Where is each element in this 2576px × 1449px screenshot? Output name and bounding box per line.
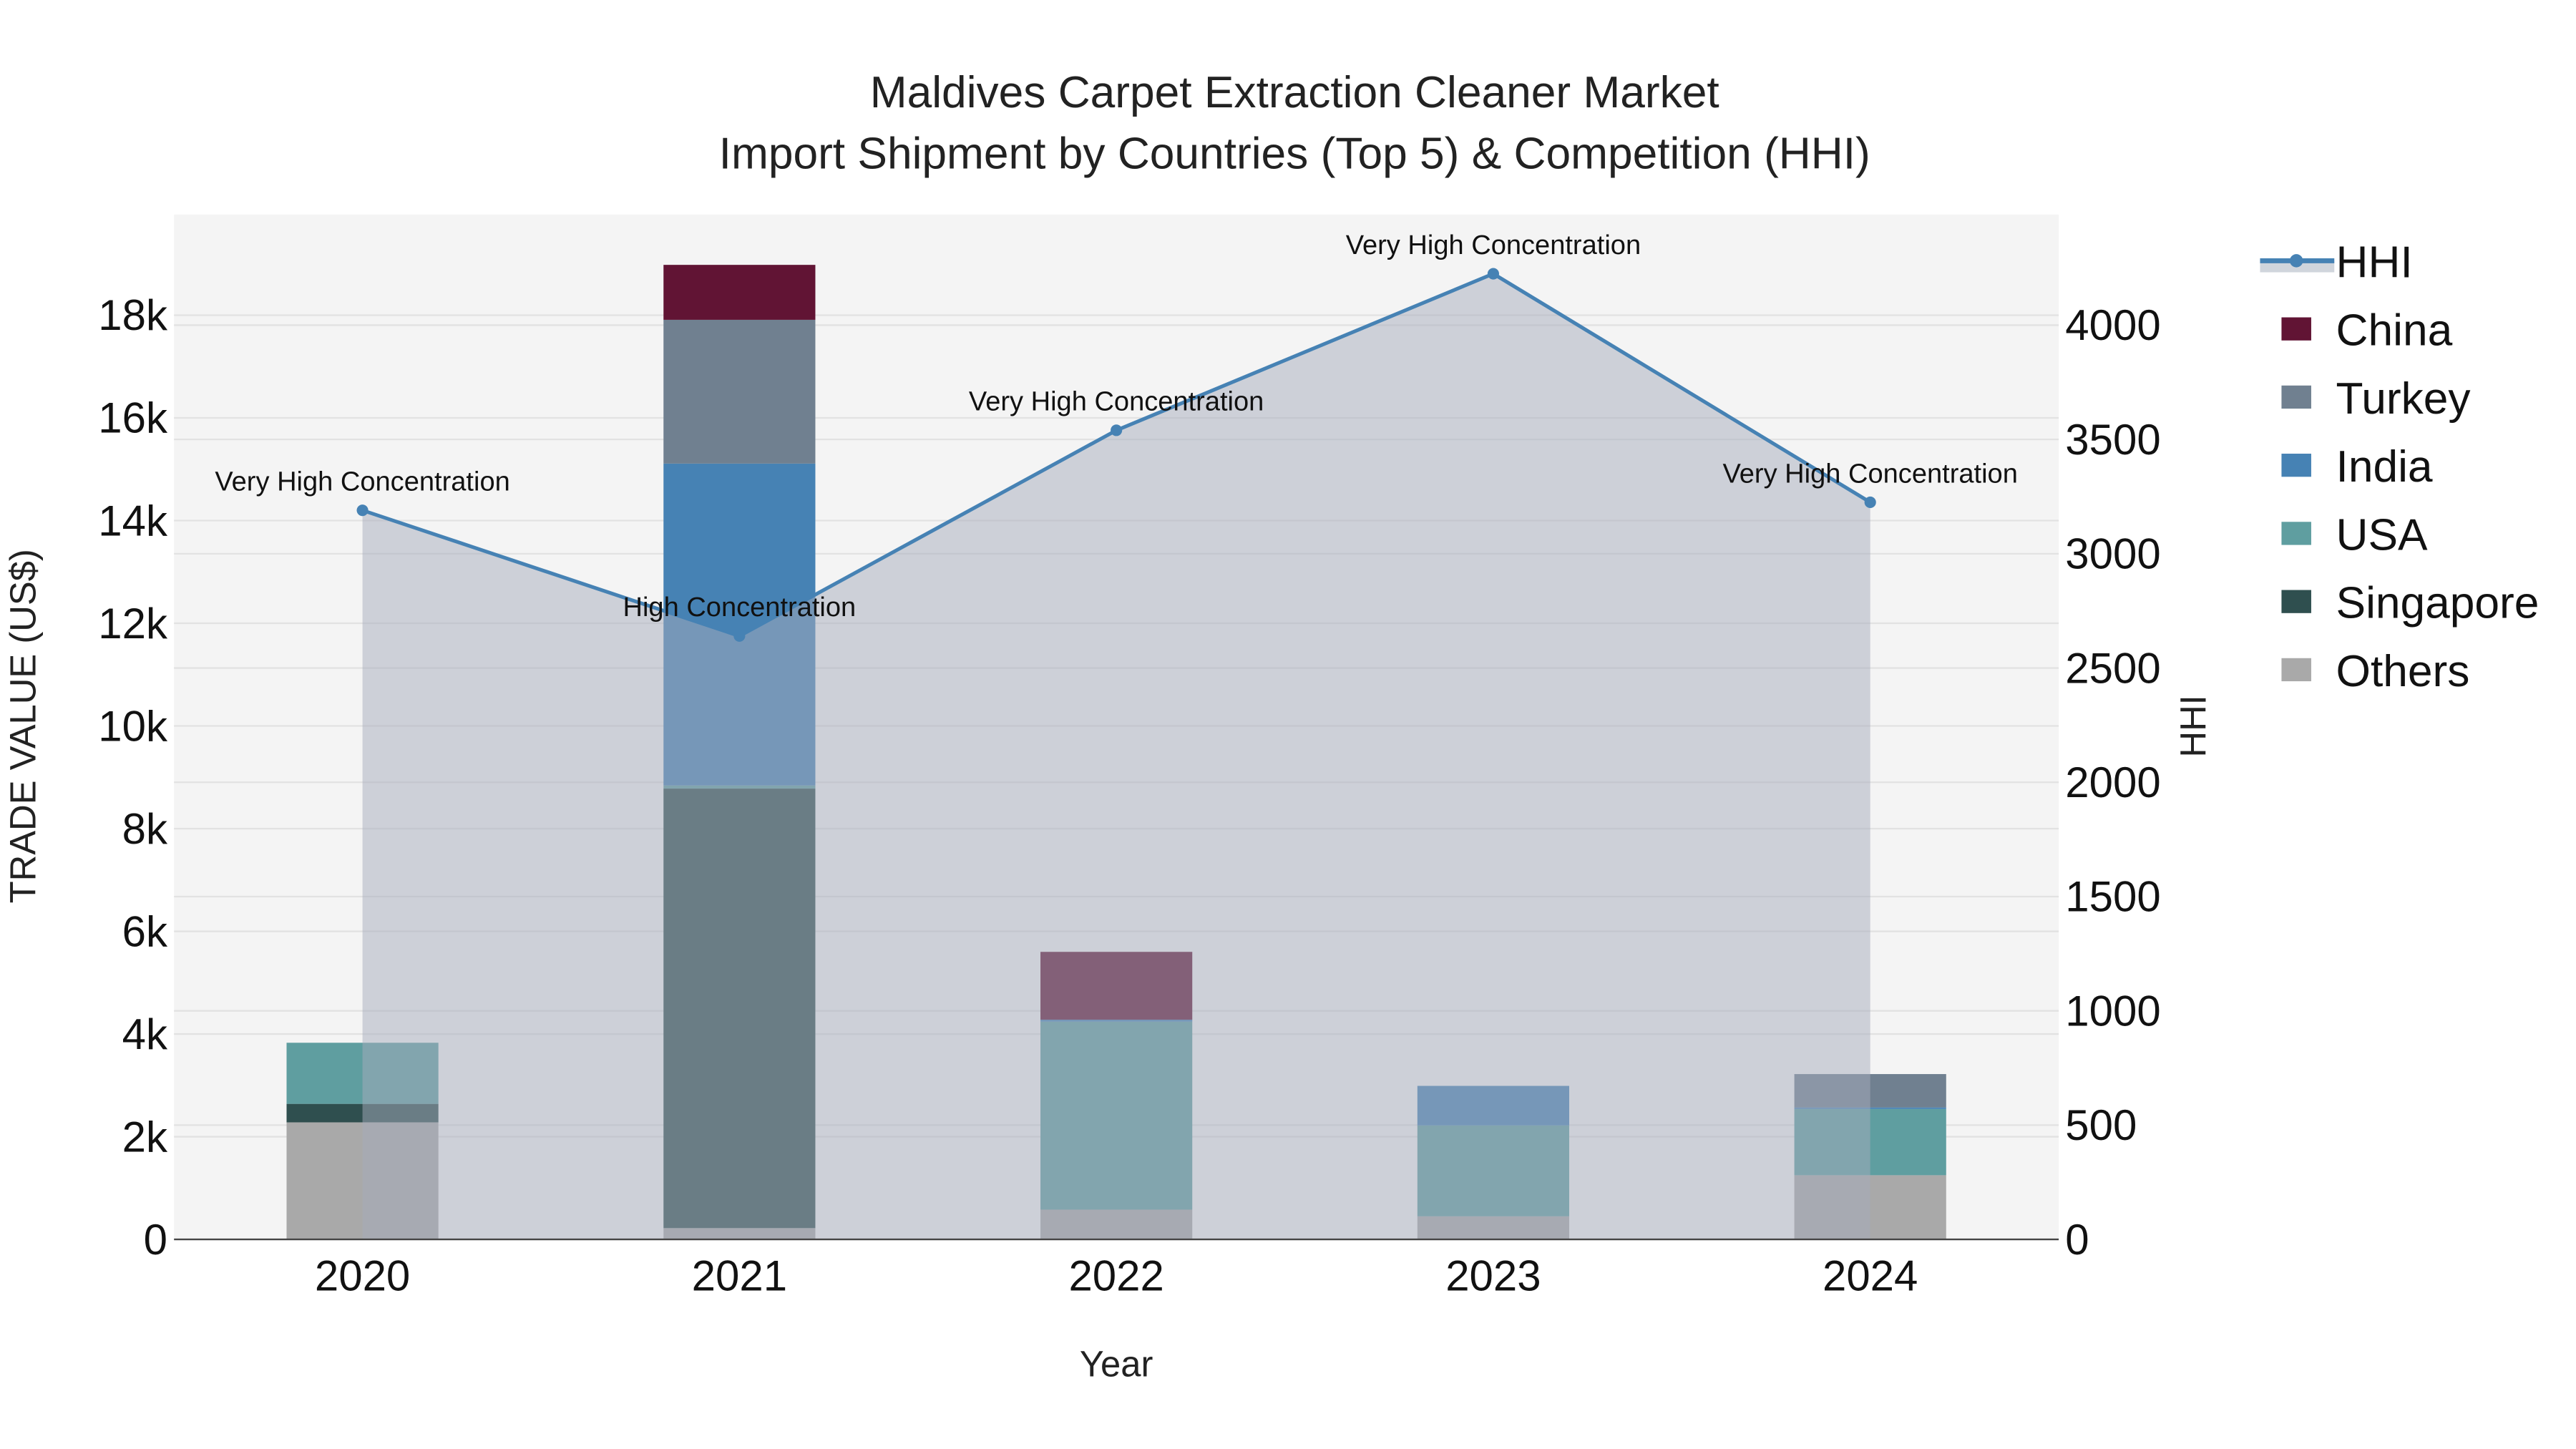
y-tick-label: 14k <box>98 497 168 545</box>
y2-tick-label: 500 <box>2065 1101 2137 1149</box>
legend-swatch <box>2281 454 2311 477</box>
hhi-point <box>356 504 369 517</box>
y2-axis-title: HHI <box>2172 695 2213 757</box>
legend-item-singapore[interactable]: Singapore <box>2281 579 2539 628</box>
hhi-annotation: Very High Concentration <box>1346 230 1641 260</box>
y2-tick-label: 1500 <box>2065 873 2160 921</box>
hhi-annotation: Very High Concentration <box>969 387 1264 417</box>
legend-item-turkey[interactable]: Turkey <box>2281 374 2471 424</box>
legend-item-india[interactable]: India <box>2281 442 2433 492</box>
legend-label: HHI <box>2336 238 2413 287</box>
legend-item-hhi[interactable]: HHI <box>2260 238 2413 287</box>
y2-axis-ticks: 0 500 1000 1500 2000 2500 3000 3500 4000 <box>2065 301 2160 1264</box>
y-tick-label: 16k <box>98 394 168 442</box>
hhi-annotation: Very High Concentration <box>1722 459 2017 489</box>
y2-tick-label: 2000 <box>2065 758 2160 806</box>
y-tick-label: 6k <box>122 907 168 955</box>
y2-tick-label: 0 <box>2065 1216 2089 1264</box>
legend-swatch <box>2281 658 2311 682</box>
legend-label: India <box>2336 442 2433 492</box>
legend-label: Others <box>2336 647 2470 696</box>
legend-item-china[interactable]: China <box>2281 306 2453 356</box>
x-tick-label: 2022 <box>1068 1252 1163 1300</box>
y2-tick-label: 2500 <box>2065 644 2160 692</box>
y-tick-label: 4k <box>122 1010 168 1058</box>
hhi-annotation: High Concentration <box>623 592 857 623</box>
y2-tick-label: 4000 <box>2065 301 2160 349</box>
y-tick-label: 2k <box>122 1113 168 1161</box>
legend-swatch <box>2281 590 2311 613</box>
bar-turkey-2021 <box>663 319 816 464</box>
y-tick-label: 18k <box>98 291 168 339</box>
y2-tick-label: 3000 <box>2065 530 2160 578</box>
legend-label: Singapore <box>2336 579 2540 628</box>
legend-item-usa[interactable]: USA <box>2281 510 2428 560</box>
legend-label: Turkey <box>2336 374 2472 424</box>
x-tick-label: 2020 <box>315 1252 410 1300</box>
y-tick-label: 0 <box>144 1216 167 1264</box>
x-axis-ticks: 2020 2021 2022 2023 2024 <box>315 1252 1918 1300</box>
hhi-point <box>1864 496 1876 509</box>
hhi-series: Very High Concentration High Concentratio… <box>215 230 2018 1240</box>
legend-label: USA <box>2336 510 2428 560</box>
y-tick-label: 8k <box>122 805 168 853</box>
x-axis-title: Year <box>1080 1344 1153 1385</box>
legend-swatch <box>2281 522 2311 545</box>
legend-swatch-hhi-marker <box>2289 254 2303 268</box>
hhi-point <box>733 630 746 642</box>
hhi-point <box>1111 424 1123 436</box>
y-axis-title: TRADE VALUE (US$) <box>2 549 43 903</box>
hhi-annotation: Very High Concentration <box>215 467 509 497</box>
chart-subtitle: Import Shipment by Countries (Top 5) & C… <box>719 129 1870 178</box>
x-tick-label: 2024 <box>1823 1252 1918 1300</box>
chart-title: Maldives Carpet Extraction Cleaner Marke… <box>870 68 1719 117</box>
y-axis-ticks: 0 2k 4k 6k 8k 10k 12k 14k 16k 18k <box>98 291 168 1264</box>
hhi-area <box>362 273 1870 1240</box>
x-tick-label: 2021 <box>692 1252 787 1300</box>
y-tick-label: 12k <box>98 600 168 648</box>
legend-swatch <box>2281 385 2311 409</box>
bar-china-2021 <box>663 265 816 320</box>
legend-item-others[interactable]: Others <box>2281 647 2469 696</box>
legend-swatch <box>2281 317 2311 341</box>
hhi-point <box>1487 268 1499 280</box>
y2-tick-label: 3500 <box>2065 416 2160 464</box>
legend: HHI China Turkey India USA Singapore Others <box>2260 238 2539 696</box>
legend-label: China <box>2336 306 2453 356</box>
x-tick-label: 2023 <box>1445 1252 1541 1300</box>
y2-tick-label: 1000 <box>2065 987 2160 1035</box>
y-tick-label: 10k <box>98 702 168 750</box>
